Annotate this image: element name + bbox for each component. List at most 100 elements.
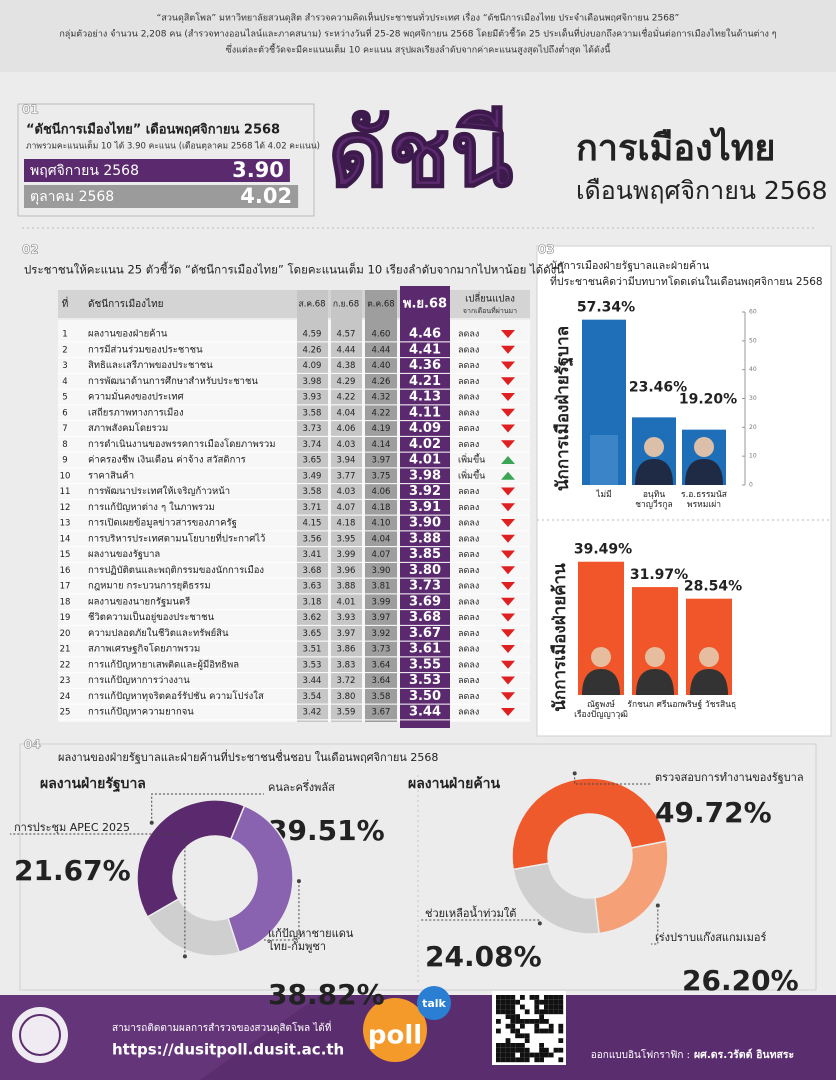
score: 3.58 bbox=[303, 408, 322, 418]
pie-slice bbox=[136, 799, 246, 919]
change-text: ลดลง bbox=[458, 377, 479, 387]
score: 3.62 bbox=[303, 613, 322, 623]
change-text: เพิ่มขึ้น bbox=[458, 453, 485, 466]
qr-cell bbox=[558, 999, 564, 1005]
arrow-down bbox=[501, 440, 515, 449]
score: 3.68 bbox=[409, 610, 441, 625]
y-tick-label: 60 bbox=[749, 309, 757, 316]
rank: 17 bbox=[60, 582, 71, 592]
leader-dot bbox=[572, 771, 577, 776]
qr-cell bbox=[544, 995, 549, 1000]
qr-cell bbox=[548, 995, 554, 1000]
qr-cell bbox=[534, 1057, 540, 1063]
score: 3.93 bbox=[303, 393, 322, 403]
qr-cell bbox=[544, 1028, 549, 1034]
qr-cell bbox=[520, 995, 525, 1000]
rank: 3 bbox=[62, 361, 67, 371]
photo bbox=[635, 459, 673, 485]
score: 4.19 bbox=[372, 424, 391, 434]
qr-pattern bbox=[496, 995, 564, 1063]
qr-cell bbox=[505, 1023, 511, 1029]
score: 4.04 bbox=[337, 408, 356, 418]
section-box bbox=[17, 103, 315, 217]
score: 4.22 bbox=[372, 408, 391, 418]
y-tick-label: 50 bbox=[749, 337, 757, 344]
change-text: ลดลง bbox=[458, 582, 479, 592]
rank: 10 bbox=[60, 471, 71, 481]
indicator-name: สภาพสังคมโดยรวม bbox=[88, 422, 168, 434]
score: 3.51 bbox=[303, 645, 322, 655]
qr-cell bbox=[520, 1052, 525, 1058]
qr-cell bbox=[524, 1052, 530, 1058]
rank: 16 bbox=[60, 566, 71, 576]
score: 3.95 bbox=[337, 534, 356, 544]
section-number: 02 bbox=[22, 243, 39, 257]
change-text: ลดลง bbox=[458, 645, 479, 655]
arrow-down bbox=[501, 519, 515, 527]
score: 4.14 bbox=[372, 440, 391, 450]
qr-cell bbox=[524, 1019, 530, 1024]
bar-value: 23.46% bbox=[629, 379, 687, 395]
indicator-name: ผลงานของรัฐบาล bbox=[88, 549, 160, 560]
photo bbox=[690, 669, 728, 695]
indicator-name: การแก้ปัญหาทุจริตคอร์รัปชัน ความโปร่งใส bbox=[88, 690, 264, 702]
score: 3.58 bbox=[303, 487, 322, 497]
rank: 20 bbox=[60, 629, 71, 639]
qr-cell bbox=[515, 1043, 520, 1048]
arrow-down bbox=[501, 708, 515, 716]
qr-cell bbox=[534, 995, 540, 1000]
header-line: ซึ่งแต่ละตัวชี้วัดจะมีคะแนนเต็ม 10 คะแนน… bbox=[226, 43, 611, 56]
score: 3.18 bbox=[303, 597, 322, 607]
leader-dot bbox=[296, 879, 301, 884]
score: 4.41 bbox=[409, 342, 441, 357]
qr-cell bbox=[553, 995, 559, 1000]
score: 3.72 bbox=[337, 676, 356, 686]
score: 4.02 bbox=[409, 437, 441, 452]
indicator-name: การพัฒนาประเทศให้เจริญก้าวหน้า bbox=[88, 485, 230, 497]
slice-label: ช่วยเหลือน้ำท่วมใต้ bbox=[425, 907, 517, 920]
score: 3.92 bbox=[372, 629, 391, 639]
indicator-name: กฎหมาย กระบวนการยุติธรรม bbox=[88, 581, 211, 592]
column-header: เปลี่ยนแปลง bbox=[465, 292, 515, 305]
indicator-name: เสถียรภาพทางการเมือง bbox=[88, 406, 184, 418]
qr-cell bbox=[548, 1028, 554, 1034]
indicator-name: ผลงานของนายกรัฐมนตรี bbox=[88, 595, 190, 607]
score: 3.90 bbox=[409, 516, 441, 531]
arrow-down bbox=[501, 645, 515, 653]
credit-label: ออกแบบอินโฟกราฟิก : bbox=[591, 1048, 690, 1061]
leader-dot bbox=[655, 903, 660, 908]
score: 4.46 bbox=[409, 327, 441, 342]
column-header: ต.ค.68 bbox=[367, 300, 394, 310]
qr-cell bbox=[510, 1009, 516, 1015]
indicator-name: การมีส่วนร่วมของประชาชน bbox=[88, 343, 203, 355]
bar-category: ณัฐพงษ์ เรืองปัญญาวุฒิ bbox=[574, 700, 628, 720]
indicator-name: การแก้ปัญหาความยากจน bbox=[88, 707, 194, 718]
score: 3.77 bbox=[337, 471, 356, 481]
score: 3.98 bbox=[303, 377, 322, 387]
bar-value: 57.34% bbox=[577, 300, 635, 316]
qr-cell bbox=[529, 995, 535, 1000]
footer-follow: สามารถติดตามผลการสำรวจของสวนดุสิตโพล ได้… bbox=[112, 1020, 331, 1034]
qr-cell bbox=[558, 1028, 564, 1034]
qr-cell bbox=[496, 1019, 501, 1024]
indicator-name: การบริหารประเทศตามนโยบายที่ประกาศไว้ bbox=[88, 531, 265, 544]
score: 3.44 bbox=[303, 676, 322, 686]
change-text: ลดลง bbox=[458, 597, 479, 607]
footer-url[interactable]: https://dusitpoll.dusit.ac.th bbox=[112, 1041, 344, 1059]
score: 3.98 bbox=[409, 468, 441, 483]
score: 3.80 bbox=[409, 563, 441, 578]
rank: 6 bbox=[62, 408, 67, 418]
photo bbox=[591, 647, 611, 667]
qr-cell bbox=[534, 1004, 540, 1010]
slice-label: คนละครึ่งพลัส bbox=[268, 781, 335, 794]
qr-cell bbox=[505, 1057, 511, 1063]
qr-cell bbox=[520, 1033, 525, 1039]
qr-cell bbox=[505, 995, 511, 1000]
score: 3.86 bbox=[337, 645, 356, 655]
column-bg bbox=[331, 290, 362, 722]
photo bbox=[685, 459, 723, 485]
qr-cell bbox=[496, 1028, 501, 1034]
qr-cell bbox=[548, 1004, 554, 1010]
qr-cell bbox=[544, 1052, 549, 1058]
